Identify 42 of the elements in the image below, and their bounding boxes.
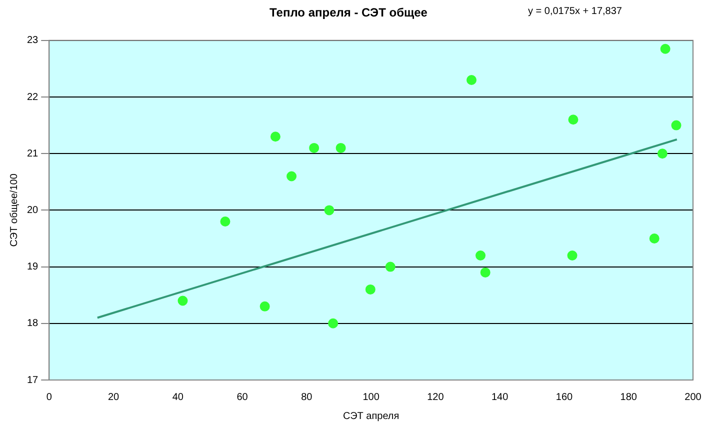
text: y = 0,0175x + 17,837 (528, 6, 622, 17)
y-tick-label: 23 (27, 35, 39, 46)
chart-title: Тепло апреля - СЭТ общее (270, 6, 428, 20)
point (365, 284, 376, 294)
x-tick-label: 140 (491, 392, 509, 403)
x-tick-label: 0 (46, 392, 52, 403)
point (657, 148, 668, 159)
point (568, 114, 578, 125)
point (270, 132, 280, 142)
y-tick-label: 18 (27, 318, 39, 330)
point (324, 205, 334, 216)
point (480, 267, 490, 278)
x-axis-title: СЭТ апреля (342, 410, 400, 422)
x-tick-label: 40 (172, 392, 184, 403)
y-tick-label: 20 (27, 204, 39, 216)
y-tick-label: 17 (27, 374, 39, 386)
x-tick-label: 100 (362, 392, 380, 403)
x-tick-label: 180 (620, 392, 638, 403)
point (309, 142, 320, 153)
x-tick-label: 120 (427, 392, 444, 403)
point (649, 234, 660, 244)
point (328, 318, 338, 328)
point (178, 296, 188, 306)
y-tick-label: 22 (27, 92, 39, 103)
point (220, 216, 230, 227)
point (476, 250, 486, 260)
point (466, 75, 477, 86)
x-tick-label: 80 (301, 392, 313, 403)
point (671, 120, 682, 130)
y-tick-label: 19 (27, 262, 39, 273)
point (567, 250, 578, 260)
x-tick-label: 160 (556, 392, 574, 403)
point (660, 44, 670, 54)
point (336, 142, 346, 153)
point (260, 301, 270, 312)
point (286, 171, 297, 182)
x-tick-label: 200 (684, 392, 702, 403)
y-tick-label: 21 (27, 148, 39, 160)
point (385, 262, 396, 272)
x-tick-label: 60 (236, 392, 248, 403)
y-axis-title: СЭТ общее/100 (8, 173, 20, 247)
x-tick-label: 20 (108, 392, 120, 403)
